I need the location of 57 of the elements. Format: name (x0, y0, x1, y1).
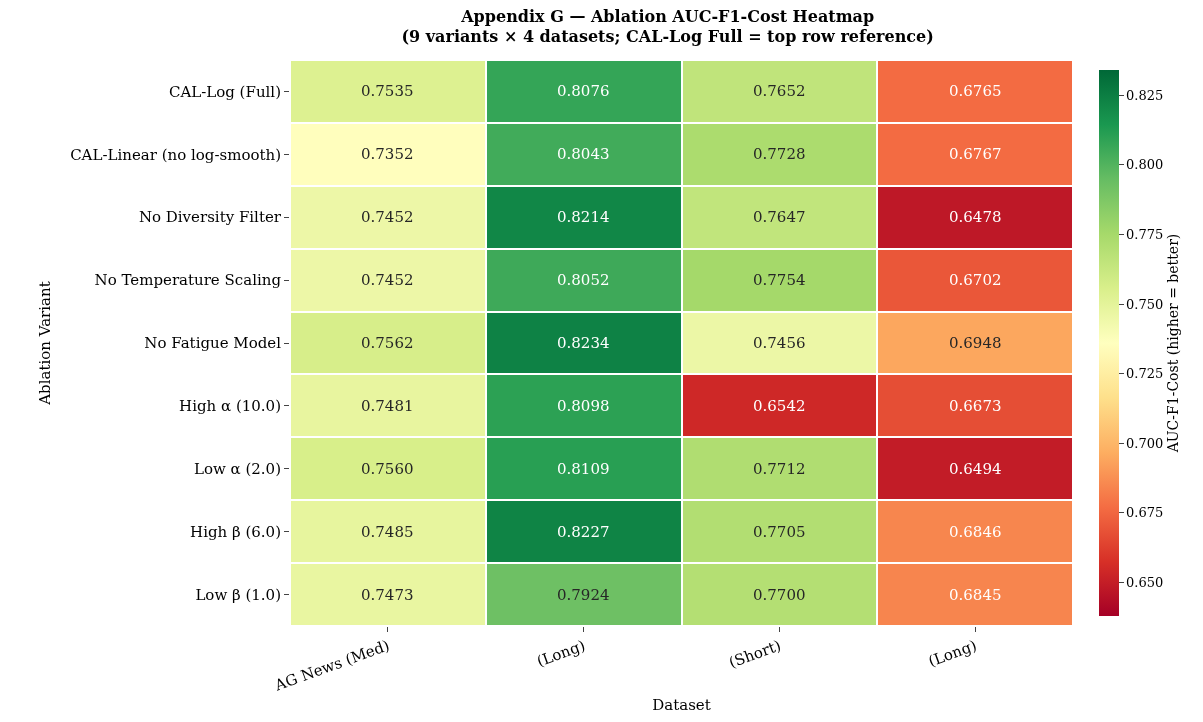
color-bar-label: 0.750 (1126, 296, 1164, 312)
color-bar-label: 0.700 (1126, 435, 1164, 451)
chart-title: Appendix G — Ablation AUC-F1-Cost Heatmap (9 variants × 4 datasets; CAL-Log Full = top row reference) (401, 6, 934, 47)
data-label: 0.6702 (949, 271, 1002, 289)
y-tick-label: High β (6.0) (190, 522, 281, 541)
data-label: 0.6845 (949, 586, 1002, 604)
color-bar-label: 0.825 (1126, 87, 1164, 103)
data-label: 0.7456 (753, 334, 806, 352)
data-label: 0.7352 (361, 145, 414, 163)
data-label: 0.6767 (949, 145, 1002, 163)
data-label: 0.7562 (361, 334, 414, 352)
color-bar-label: 0.775 (1126, 226, 1164, 242)
data-label: 0.7705 (753, 523, 806, 541)
data-label: 0.6765 (949, 82, 1002, 100)
color-bar-label: 0.675 (1126, 505, 1164, 521)
data-label: 0.7485 (361, 523, 414, 541)
data-label: 0.7712 (753, 460, 806, 478)
data-label: 0.8234 (557, 334, 610, 352)
y-tick-label: No Diversity Filter (138, 208, 282, 227)
y-tick-label: No Temperature Scaling (94, 271, 282, 290)
data-label: 0.8098 (557, 397, 610, 415)
data-label: 0.6478 (949, 208, 1002, 226)
data-label: 0.8109 (557, 460, 610, 478)
data-label: 0.6542 (753, 397, 806, 415)
y-tick-label: High α (10.0) (179, 397, 281, 416)
data-label: 0.7535 (361, 82, 414, 100)
y-tick-label: Low α (2.0) (193, 460, 281, 479)
y-tick-label: No Fatigue Model (144, 334, 282, 353)
color-bar-label: 0.650 (1126, 575, 1164, 591)
data-label: 0.7647 (753, 208, 806, 226)
y-tick-label: CAL-Linear (no log-smooth) (70, 145, 281, 164)
data-label: 0.7481 (361, 397, 414, 415)
x-axis-title: Dataset (652, 695, 711, 714)
y-axis-title: Ablation Variant (36, 281, 55, 406)
data-label: 0.8214 (557, 208, 610, 226)
data-label: 0.8076 (557, 82, 610, 100)
data-label: 0.6948 (949, 334, 1002, 352)
data-label: 0.6673 (949, 397, 1002, 415)
data-label: 0.7452 (361, 271, 414, 289)
data-label: 0.7728 (753, 145, 806, 163)
data-label: 0.7924 (557, 586, 610, 604)
color-bar-label: 0.725 (1126, 366, 1164, 382)
y-tick-label: CAL-Log (Full) (168, 82, 281, 101)
data-label: 0.6494 (949, 460, 1002, 478)
data-label: 0.8052 (557, 271, 610, 289)
color-bar-label: 0.800 (1126, 157, 1164, 173)
y-tick-label: Low β (1.0) (195, 585, 281, 604)
data-label: 0.7700 (753, 586, 806, 604)
data-label: 0.7560 (361, 460, 414, 478)
data-label: 0.8227 (557, 523, 610, 541)
data-label: 0.7652 (753, 82, 806, 100)
color-bar-title: AUC-F1-Cost (higher = better) (1165, 233, 1182, 454)
data-label: 0.7754 (753, 271, 806, 289)
data-label: 0.8043 (557, 145, 610, 163)
data-label: 0.7452 (361, 208, 414, 226)
data-label: 0.7473 (361, 586, 414, 604)
data-label: 0.6846 (949, 523, 1002, 541)
